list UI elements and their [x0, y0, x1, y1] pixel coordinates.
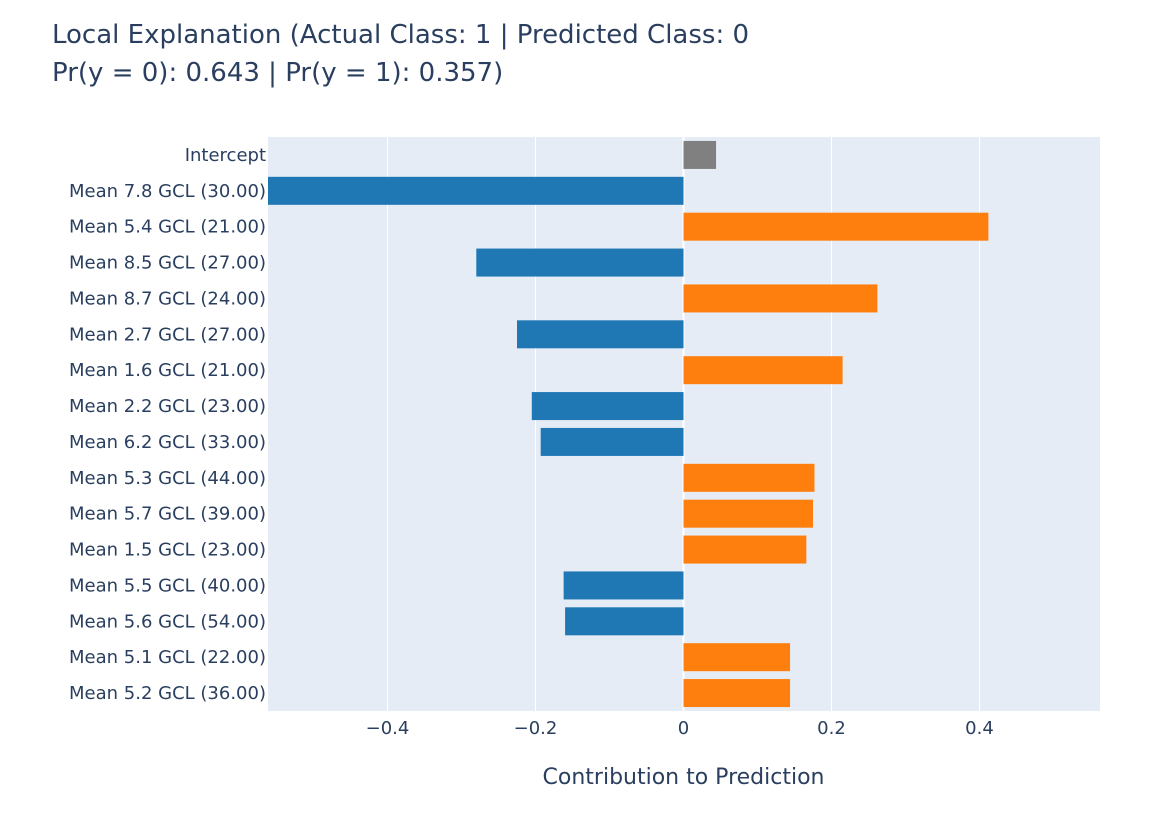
bar [683, 356, 843, 385]
y-category-label: Mean 1.6 GCL (21.00) [69, 360, 266, 381]
y-category-label: Mean 5.3 GCL (44.00) [69, 468, 266, 489]
x-axis-ticks: −0.4 −0.2 0 0.2 0.4 [366, 718, 994, 739]
y-category-label: Mean 5.4 GCL (21.00) [69, 217, 266, 238]
bar [540, 427, 684, 456]
y-category-label: Mean 5.6 GCL (54.00) [69, 611, 266, 632]
bar [683, 643, 791, 672]
bar [683, 499, 813, 528]
bars [268, 140, 989, 708]
bar [683, 535, 807, 564]
bar [683, 212, 989, 241]
bar [476, 248, 684, 277]
x-tick-label: −0.2 [514, 718, 558, 739]
bar [531, 392, 684, 421]
y-category-label: Mean 8.7 GCL (24.00) [69, 288, 266, 309]
y-category-label: Mean 1.5 GCL (23.00) [69, 540, 266, 561]
x-tick-label: −0.4 [366, 718, 410, 739]
bar [683, 284, 878, 313]
x-tick-label: 0.4 [965, 718, 994, 739]
y-category-label: Mean 5.1 GCL (22.00) [69, 647, 266, 668]
y-category-label: Mean 5.7 GCL (39.00) [69, 504, 266, 525]
bar [268, 176, 684, 205]
y-category-label: Mean 2.7 GCL (27.00) [69, 324, 266, 345]
bar [517, 320, 684, 349]
bar [683, 463, 815, 492]
bar [683, 679, 791, 708]
bar-intercept [683, 140, 717, 169]
y-category-label: Intercept [185, 145, 266, 166]
chart-title-line-1: Local Explanation (Actual Class: 1 | Pre… [52, 20, 750, 50]
y-axis-labels: Intercept Mean 7.8 GCL (30.00) Mean 5.4 GC… [69, 145, 266, 704]
y-category-label: Mean 2.2 GCL (23.00) [69, 396, 266, 417]
y-category-label: Mean 5.5 GCL (40.00) [69, 575, 266, 596]
y-category-label: Mean 8.5 GCL (27.00) [69, 253, 266, 274]
x-tick-label: 0 [678, 718, 689, 739]
y-category-label: Mean 5.2 GCL (36.00) [69, 683, 266, 704]
x-axis-title: Contribution to Prediction [543, 765, 825, 790]
y-category-label: Mean 6.2 GCL (33.00) [69, 432, 266, 453]
bar [563, 571, 684, 600]
chart-title-line-2: Pr(y = 0): 0.643 | Pr(y = 1): 0.357) [52, 58, 504, 88]
x-tick-label: 0.2 [817, 718, 846, 739]
bar [565, 607, 684, 636]
y-category-label: Mean 7.8 GCL (30.00) [69, 181, 266, 202]
